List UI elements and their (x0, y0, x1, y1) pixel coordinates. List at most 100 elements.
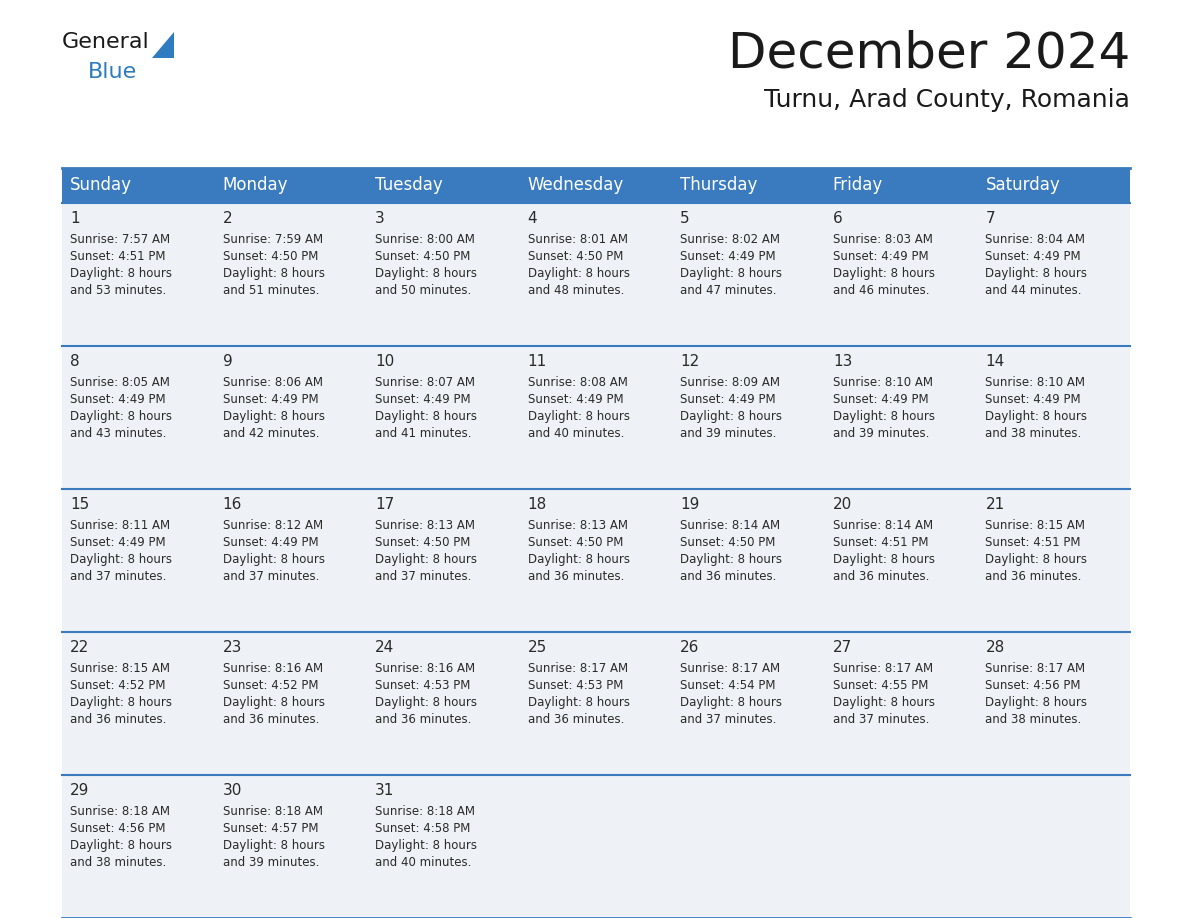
Text: Sunrise: 8:12 AM: Sunrise: 8:12 AM (222, 519, 323, 532)
Text: 4: 4 (527, 211, 537, 226)
Text: Daylight: 8 hours: Daylight: 8 hours (222, 410, 324, 423)
Bar (978, 632, 1130, 775)
Text: and 40 minutes.: and 40 minutes. (375, 856, 472, 869)
Text: Sunrise: 8:03 AM: Sunrise: 8:03 AM (833, 233, 933, 246)
Text: 3: 3 (375, 211, 385, 226)
Text: Sunset: 4:53 PM: Sunset: 4:53 PM (527, 679, 623, 692)
Text: 14: 14 (985, 354, 1005, 369)
Text: 25: 25 (527, 640, 546, 655)
Text: 16: 16 (222, 497, 242, 512)
Bar (215, 489, 367, 632)
Text: and 36 minutes.: and 36 minutes. (833, 570, 929, 583)
Text: Sunrise: 8:17 AM: Sunrise: 8:17 AM (681, 662, 781, 675)
Text: 30: 30 (222, 783, 242, 798)
Text: and 44 minutes.: and 44 minutes. (985, 284, 1082, 297)
Text: Sunset: 4:50 PM: Sunset: 4:50 PM (222, 250, 318, 263)
Bar (215, 168, 367, 203)
Text: 1: 1 (70, 211, 80, 226)
Text: and 50 minutes.: and 50 minutes. (375, 284, 472, 297)
Text: Sunset: 4:49 PM: Sunset: 4:49 PM (70, 393, 165, 406)
Text: and 36 minutes.: and 36 minutes. (985, 570, 1082, 583)
Text: Sunrise: 8:01 AM: Sunrise: 8:01 AM (527, 233, 627, 246)
Text: Sunset: 4:55 PM: Sunset: 4:55 PM (833, 679, 928, 692)
Text: Sunset: 4:49 PM: Sunset: 4:49 PM (222, 536, 318, 549)
Bar (62, 632, 215, 775)
Text: Sunset: 4:49 PM: Sunset: 4:49 PM (527, 393, 624, 406)
Text: Sunset: 4:49 PM: Sunset: 4:49 PM (375, 393, 470, 406)
Text: Sunrise: 8:16 AM: Sunrise: 8:16 AM (222, 662, 323, 675)
Text: and 36 minutes.: and 36 minutes. (70, 713, 166, 726)
Text: Sunset: 4:56 PM: Sunset: 4:56 PM (70, 822, 165, 835)
Text: Daylight: 8 hours: Daylight: 8 hours (833, 553, 935, 566)
Bar (215, 346, 367, 489)
Text: 26: 26 (681, 640, 700, 655)
Text: 13: 13 (833, 354, 852, 369)
Bar (62, 203, 215, 346)
Bar (367, 632, 519, 775)
Text: Sunset: 4:54 PM: Sunset: 4:54 PM (681, 679, 776, 692)
Text: Sunrise: 8:05 AM: Sunrise: 8:05 AM (70, 376, 170, 389)
Text: Sunrise: 8:02 AM: Sunrise: 8:02 AM (681, 233, 781, 246)
Text: 17: 17 (375, 497, 394, 512)
Text: Sunrise: 8:04 AM: Sunrise: 8:04 AM (985, 233, 1086, 246)
Text: Sunset: 4:56 PM: Sunset: 4:56 PM (985, 679, 1081, 692)
Text: Sunrise: 8:17 AM: Sunrise: 8:17 AM (527, 662, 627, 675)
Text: Sunset: 4:49 PM: Sunset: 4:49 PM (985, 250, 1081, 263)
Bar (215, 775, 367, 918)
Text: Saturday: Saturday (985, 176, 1060, 195)
Text: Sunset: 4:53 PM: Sunset: 4:53 PM (375, 679, 470, 692)
Text: and 43 minutes.: and 43 minutes. (70, 427, 166, 440)
Text: Sunset: 4:52 PM: Sunset: 4:52 PM (222, 679, 318, 692)
Text: and 37 minutes.: and 37 minutes. (833, 713, 929, 726)
Text: Friday: Friday (833, 176, 883, 195)
Text: Sunset: 4:50 PM: Sunset: 4:50 PM (527, 536, 623, 549)
Text: Sunset: 4:51 PM: Sunset: 4:51 PM (70, 250, 165, 263)
Bar (367, 775, 519, 918)
Text: Daylight: 8 hours: Daylight: 8 hours (70, 267, 172, 280)
Text: and 38 minutes.: and 38 minutes. (70, 856, 166, 869)
Text: Sunrise: 8:18 AM: Sunrise: 8:18 AM (375, 805, 475, 818)
Text: Daylight: 8 hours: Daylight: 8 hours (681, 410, 782, 423)
Text: 9: 9 (222, 354, 233, 369)
Text: Sunrise: 8:10 AM: Sunrise: 8:10 AM (985, 376, 1086, 389)
Text: Sunrise: 8:14 AM: Sunrise: 8:14 AM (833, 519, 933, 532)
Text: Daylight: 8 hours: Daylight: 8 hours (527, 553, 630, 566)
Text: and 37 minutes.: and 37 minutes. (681, 713, 777, 726)
Text: Sunset: 4:49 PM: Sunset: 4:49 PM (681, 250, 776, 263)
Text: Sunrise: 8:18 AM: Sunrise: 8:18 AM (70, 805, 170, 818)
Bar (824, 489, 978, 632)
Text: Sunrise: 8:14 AM: Sunrise: 8:14 AM (681, 519, 781, 532)
Polygon shape (152, 32, 173, 58)
Text: Sunrise: 8:15 AM: Sunrise: 8:15 AM (70, 662, 170, 675)
Text: Sunrise: 8:07 AM: Sunrise: 8:07 AM (375, 376, 475, 389)
Text: Daylight: 8 hours: Daylight: 8 hours (985, 696, 1087, 709)
Text: 23: 23 (222, 640, 242, 655)
Text: Blue: Blue (88, 62, 138, 82)
Text: Sunrise: 8:11 AM: Sunrise: 8:11 AM (70, 519, 170, 532)
Text: and 37 minutes.: and 37 minutes. (222, 570, 318, 583)
Bar (367, 346, 519, 489)
Text: Sunrise: 8:15 AM: Sunrise: 8:15 AM (985, 519, 1086, 532)
Text: Daylight: 8 hours: Daylight: 8 hours (681, 696, 782, 709)
Bar (672, 632, 824, 775)
Text: Sunrise: 8:13 AM: Sunrise: 8:13 AM (527, 519, 627, 532)
Text: Daylight: 8 hours: Daylight: 8 hours (375, 696, 478, 709)
Text: Sunset: 4:49 PM: Sunset: 4:49 PM (833, 250, 929, 263)
Text: Daylight: 8 hours: Daylight: 8 hours (222, 553, 324, 566)
Text: 2: 2 (222, 211, 232, 226)
Bar (519, 346, 672, 489)
Text: Sunset: 4:52 PM: Sunset: 4:52 PM (70, 679, 165, 692)
Text: and 38 minutes.: and 38 minutes. (985, 427, 1082, 440)
Text: Sunrise: 7:57 AM: Sunrise: 7:57 AM (70, 233, 170, 246)
Text: and 39 minutes.: and 39 minutes. (681, 427, 777, 440)
Text: Sunset: 4:51 PM: Sunset: 4:51 PM (985, 536, 1081, 549)
Text: Daylight: 8 hours: Daylight: 8 hours (985, 553, 1087, 566)
Text: Wednesday: Wednesday (527, 176, 624, 195)
Bar (62, 346, 215, 489)
Text: Daylight: 8 hours: Daylight: 8 hours (375, 839, 478, 852)
Text: Daylight: 8 hours: Daylight: 8 hours (833, 696, 935, 709)
Text: 22: 22 (70, 640, 89, 655)
Bar (62, 168, 215, 203)
Bar (62, 489, 215, 632)
Text: Sunrise: 8:17 AM: Sunrise: 8:17 AM (833, 662, 933, 675)
